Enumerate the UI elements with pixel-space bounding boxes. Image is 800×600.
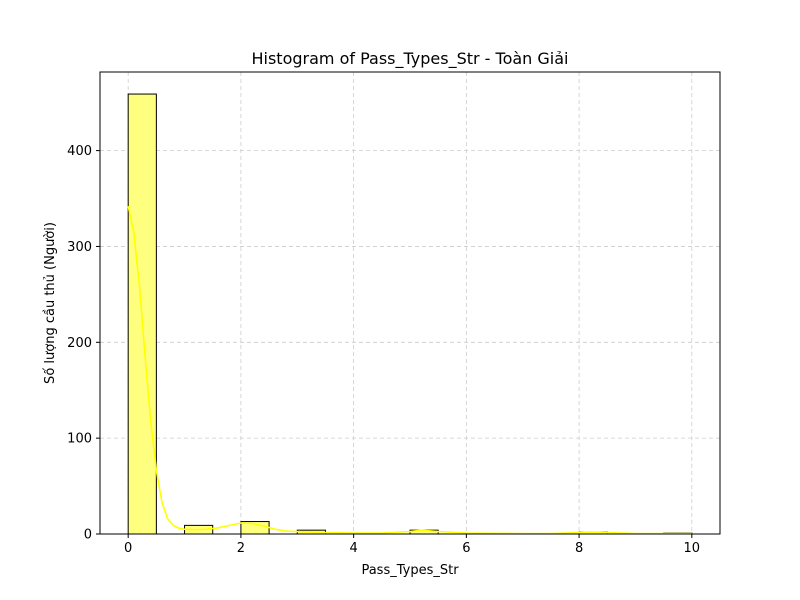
x-axis-ticks: 0 2 4 6 8 10 — [124, 534, 700, 556]
chart-title: Histogram of Pass_Types_Str - Toàn Giải — [251, 49, 568, 69]
y-tick-label: 100 — [67, 432, 92, 447]
x-tick-label: 6 — [462, 541, 470, 556]
y-axis-label: Số lượng cầu thủ (Người) — [43, 222, 58, 384]
x-tick-label: 2 — [237, 541, 245, 556]
x-axis-label: Pass_Types_Str — [361, 563, 459, 578]
y-axis-ticks: 0 100 200 300 400 — [67, 144, 100, 543]
x-tick-label: 8 — [575, 541, 583, 556]
y-tick-label: 300 — [67, 240, 92, 255]
y-tick-label: 0 — [84, 528, 92, 543]
plot-frame — [99, 71, 721, 535]
x-tick-label: 4 — [349, 541, 357, 556]
x-tick-label: 10 — [684, 541, 701, 556]
y-tick-label: 400 — [67, 144, 92, 159]
y-tick-label: 200 — [67, 336, 92, 351]
x-tick-label: 0 — [124, 541, 132, 556]
